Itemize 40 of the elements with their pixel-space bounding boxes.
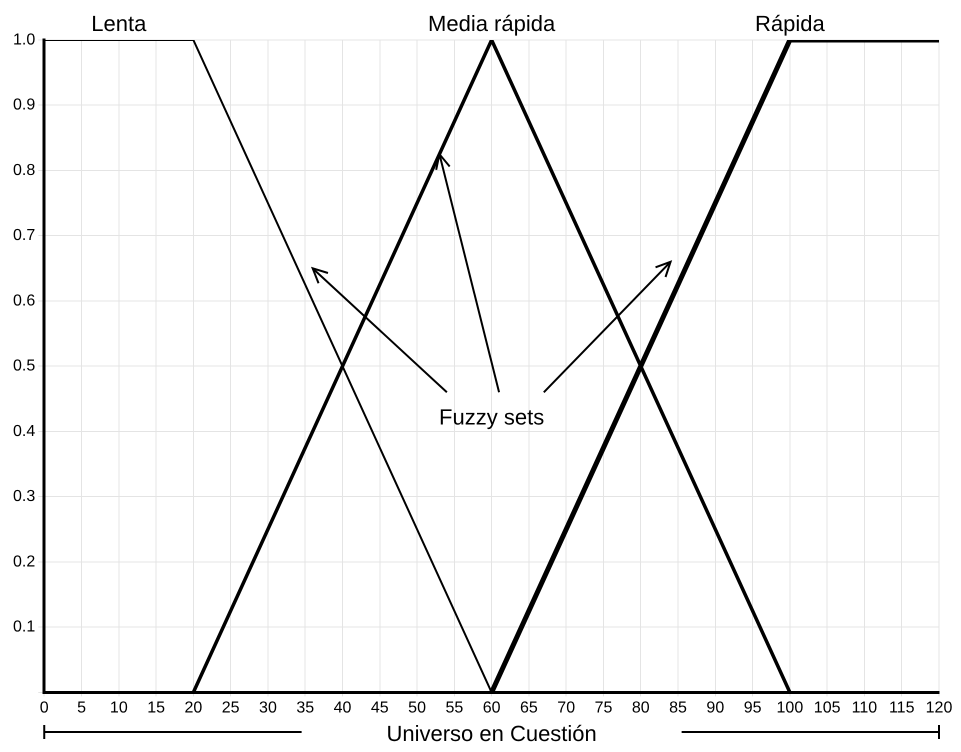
x-tick-label: 40	[334, 699, 352, 716]
annotation: Fuzzy sets	[439, 404, 544, 430]
x-tick-label: 35	[296, 699, 314, 716]
x-tick-label: 0	[40, 699, 49, 716]
x-tick-label: 100	[776, 699, 804, 716]
y-tick-label: 0.5	[12, 358, 36, 375]
x-tick-label: 25	[222, 699, 240, 716]
x-tick-label: 115	[888, 699, 915, 716]
y-tick-label: 1.0	[12, 31, 36, 48]
x-tick-label: 85	[669, 699, 688, 716]
series-label: Rápida	[755, 11, 826, 36]
x-tick-label: 5	[77, 699, 86, 716]
x-tick-label: 50	[408, 699, 426, 716]
y-tick-label: 0.9	[12, 96, 36, 114]
y-tick-label: 0.3	[12, 488, 36, 506]
y-tick-label: 0.1	[12, 618, 36, 636]
y-tick-label: 0.4	[12, 422, 36, 440]
x-tick-label: 105	[814, 699, 841, 716]
x-tick-label: 30	[259, 699, 277, 716]
x-tick-label: 55	[445, 699, 464, 716]
x-tick-label: 75	[594, 699, 612, 716]
series-label: Lenta	[91, 11, 148, 36]
x-tick-label: 45	[370, 699, 389, 716]
x-tick-label: 90	[706, 699, 724, 716]
x-tick-label: 70	[557, 699, 576, 716]
y-tick-label: 0.6	[12, 292, 36, 310]
x-tick-label: 20	[184, 699, 202, 716]
y-tick-label: 0.2	[12, 553, 36, 570]
x-tick-label: 15	[147, 699, 166, 716]
x-tick-label: 95	[744, 699, 762, 716]
x-tick-label: 110	[852, 699, 878, 716]
series-label: Media rápida	[428, 11, 556, 36]
x-tick-label: 10	[110, 699, 128, 716]
x-tick-label: 60	[482, 699, 501, 716]
x-tick-label: 65	[520, 699, 538, 716]
y-tick-label: 0.7	[12, 227, 36, 244]
y-tick-label: 0.8	[12, 162, 36, 179]
x-axis-title: Universo en Cuestión	[386, 720, 597, 746]
x-tick-label: 80	[632, 699, 650, 716]
x-tick-label: 120	[926, 699, 952, 716]
